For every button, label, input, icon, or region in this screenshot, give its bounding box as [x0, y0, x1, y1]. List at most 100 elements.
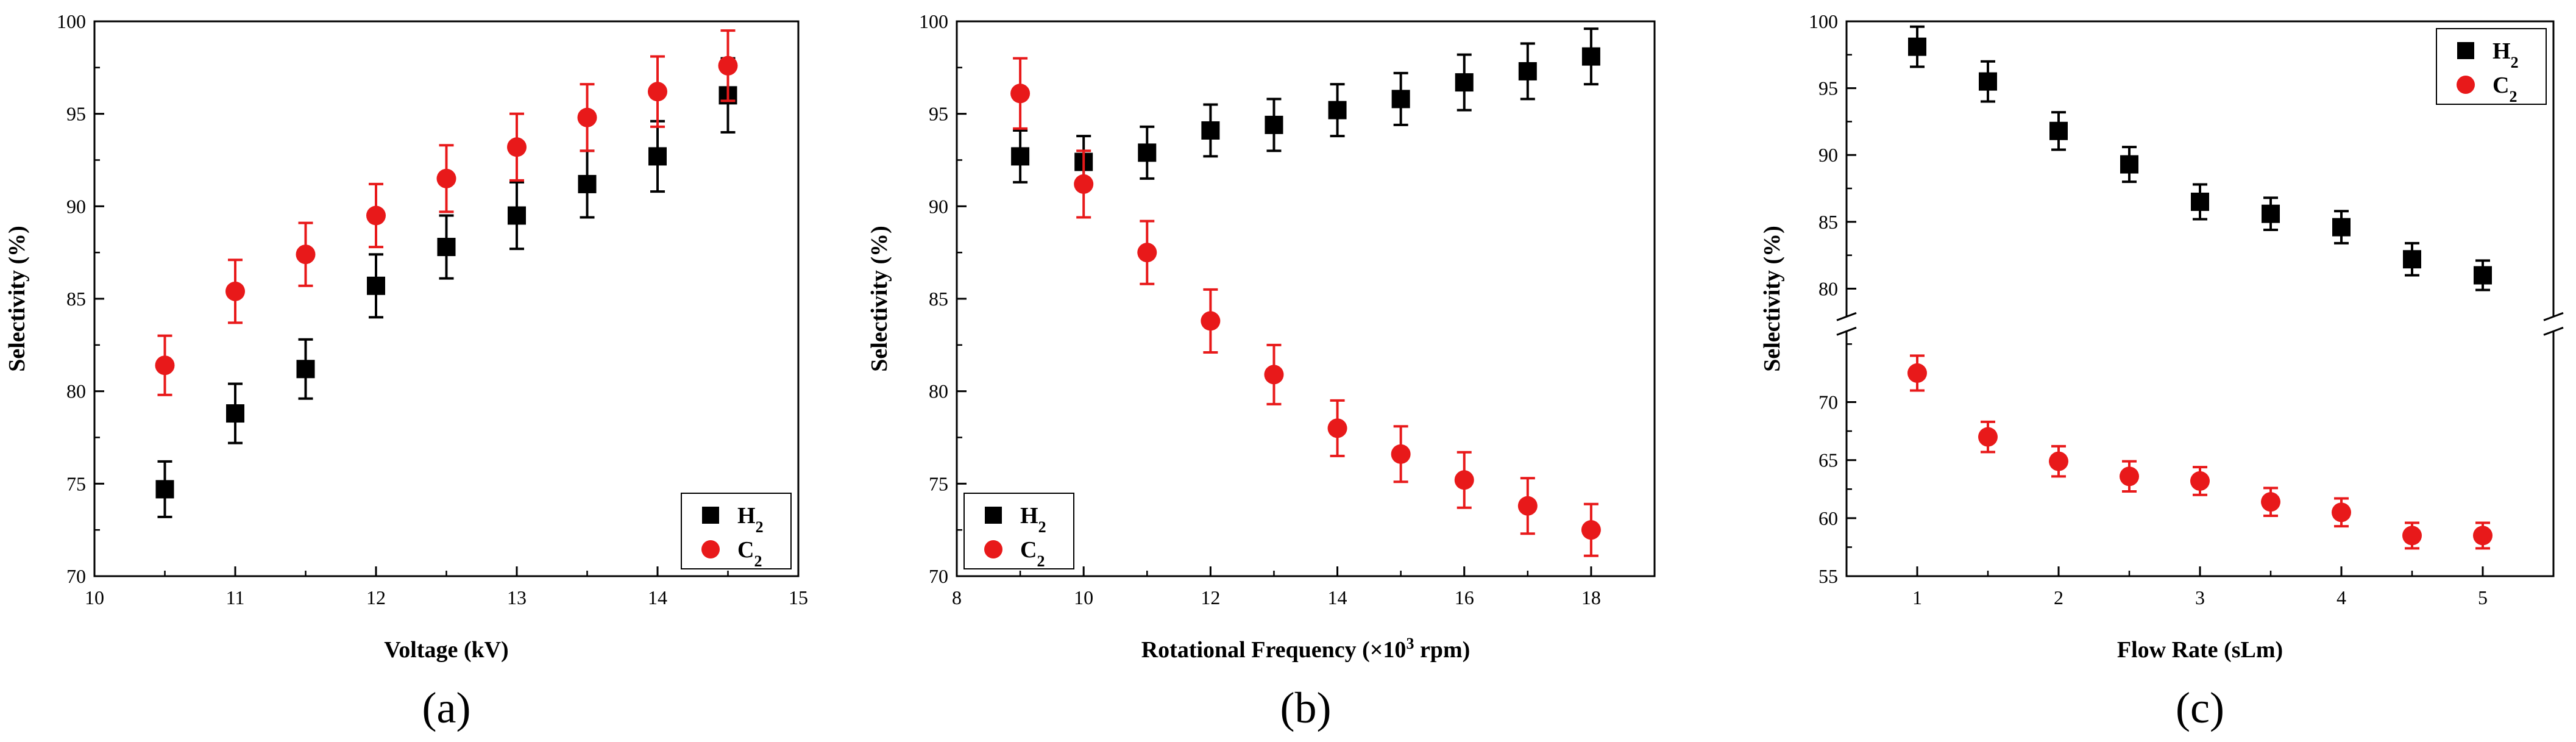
data-point-square	[2403, 250, 2421, 269]
data-point-square	[1455, 73, 1474, 92]
data-point-circle	[2261, 492, 2280, 512]
data-point-square	[296, 360, 315, 379]
data-point-square	[1201, 121, 1220, 140]
data-point-circle	[225, 281, 245, 301]
y-tick-label: 100	[919, 10, 948, 32]
legend-label: H2	[1020, 503, 1046, 536]
x-tick-label: 5	[2478, 587, 2488, 608]
x-axis-title: Flow Rate (sLm)	[2117, 637, 2283, 663]
data-point-square	[2120, 155, 2138, 174]
x-tick-label: 11	[226, 587, 245, 608]
data-point-square	[226, 404, 244, 423]
data-point-circle	[366, 205, 386, 226]
x-tick-label: 8	[952, 587, 962, 608]
y-tick-label: 85	[1818, 211, 1838, 233]
y-tick-label: 90	[66, 195, 86, 217]
legend-label: C2	[1020, 537, 1045, 570]
data-point-circle	[155, 355, 175, 376]
data-point-circle	[718, 55, 738, 76]
data-point-circle	[1264, 365, 1284, 385]
data-point-square	[1391, 90, 1410, 109]
data-point-circle	[1201, 311, 1221, 331]
data-point-circle	[1137, 243, 1157, 263]
y-tick-label: 75	[929, 473, 948, 494]
y-tick-label: 80	[929, 380, 948, 402]
y-axis-title: Selectivity (%)	[4, 226, 30, 372]
data-point-circle	[1454, 470, 1474, 490]
data-point-square	[1328, 101, 1347, 120]
chart-panel-1: 10 11 12 13 14 15 70 75 80 85 90 95 100 Voltage (kV) S…	[4, 10, 808, 732]
axis-break-mark	[2543, 326, 2564, 336]
data-point-circle	[1907, 363, 1927, 383]
axis-break-mark	[1836, 326, 1857, 336]
y-tick-label: 65	[1818, 449, 1838, 471]
x-axis-title: Voltage (kV)	[384, 637, 508, 663]
y-tick-label: 80	[66, 380, 86, 402]
data-point-square	[508, 206, 526, 225]
data-point-square	[2474, 266, 2492, 285]
data-point-circle	[1074, 174, 1094, 194]
legend-marker-square	[702, 507, 719, 524]
x-tick-label: 10	[1074, 587, 1093, 608]
panel-label: (b)	[1280, 683, 1332, 732]
data-point-circle	[507, 137, 527, 157]
x-tick-label: 13	[507, 587, 527, 608]
series-c2	[1010, 57, 1601, 557]
legend-label: C2	[2493, 73, 2517, 105]
y-tick-label: 90	[1818, 144, 1838, 166]
panel-label: (a)	[422, 683, 471, 732]
data-point-square	[155, 480, 174, 499]
y-tick-label: 95	[1818, 77, 1838, 99]
legend-box	[681, 493, 792, 569]
data-point-square	[648, 147, 667, 166]
y-tick-label: 95	[929, 103, 948, 125]
y-tick-label: 100	[1809, 10, 1838, 32]
data-point-square	[1138, 143, 1157, 162]
data-point-circle	[296, 244, 316, 265]
data-point-square	[578, 174, 597, 193]
axis-break-gap	[2551, 316, 2556, 332]
y-tick-label: 80	[1818, 277, 1838, 299]
legend-marker-circle	[2457, 76, 2475, 94]
x-tick-label: 12	[366, 587, 386, 608]
x-axis-title: Rotational Frequency (×103 rpm)	[1141, 635, 1471, 663]
data-point-square	[437, 238, 456, 257]
y-tick-label: 85	[66, 288, 86, 310]
data-point-square	[1265, 115, 1283, 134]
data-point-square	[1979, 72, 1997, 91]
axis-break-mark	[1836, 312, 1857, 321]
legend-label: H2	[737, 503, 764, 536]
x-tick-label: 10	[85, 587, 104, 608]
legend-box	[963, 493, 1074, 569]
data-point-circle	[2049, 451, 2068, 471]
y-tick-label: 70	[66, 565, 86, 587]
y-tick-label: 95	[66, 103, 86, 125]
data-point-circle	[648, 82, 667, 102]
y-tick-label: 100	[57, 10, 86, 32]
legend-label: H2	[2493, 38, 2519, 71]
x-tick-label: 15	[789, 587, 808, 608]
data-point-circle	[2120, 466, 2139, 487]
y-axis-title: Selectivity (%)	[867, 226, 892, 372]
series-c2	[1907, 354, 2493, 550]
legend-box	[2436, 28, 2547, 105]
y-tick-label: 90	[929, 195, 948, 217]
legend-label: C2	[737, 537, 762, 570]
x-tick-label: 1	[1912, 587, 1922, 608]
panel-label: (c)	[2176, 683, 2224, 732]
x-tick-label: 3	[2195, 587, 2205, 608]
x-tick-label: 14	[1328, 587, 1347, 608]
x-tick-label: 18	[1581, 587, 1601, 608]
x-tick-label: 2	[2054, 587, 2063, 608]
data-point-circle	[1978, 427, 1998, 447]
data-point-circle	[2473, 526, 2493, 546]
x-tick-label: 16	[1455, 587, 1474, 608]
data-point-circle	[577, 107, 597, 127]
data-point-square	[1518, 62, 1537, 80]
x-tick-label: 14	[648, 587, 667, 608]
data-point-square	[2262, 204, 2280, 223]
axis-break-mark	[2543, 312, 2564, 321]
